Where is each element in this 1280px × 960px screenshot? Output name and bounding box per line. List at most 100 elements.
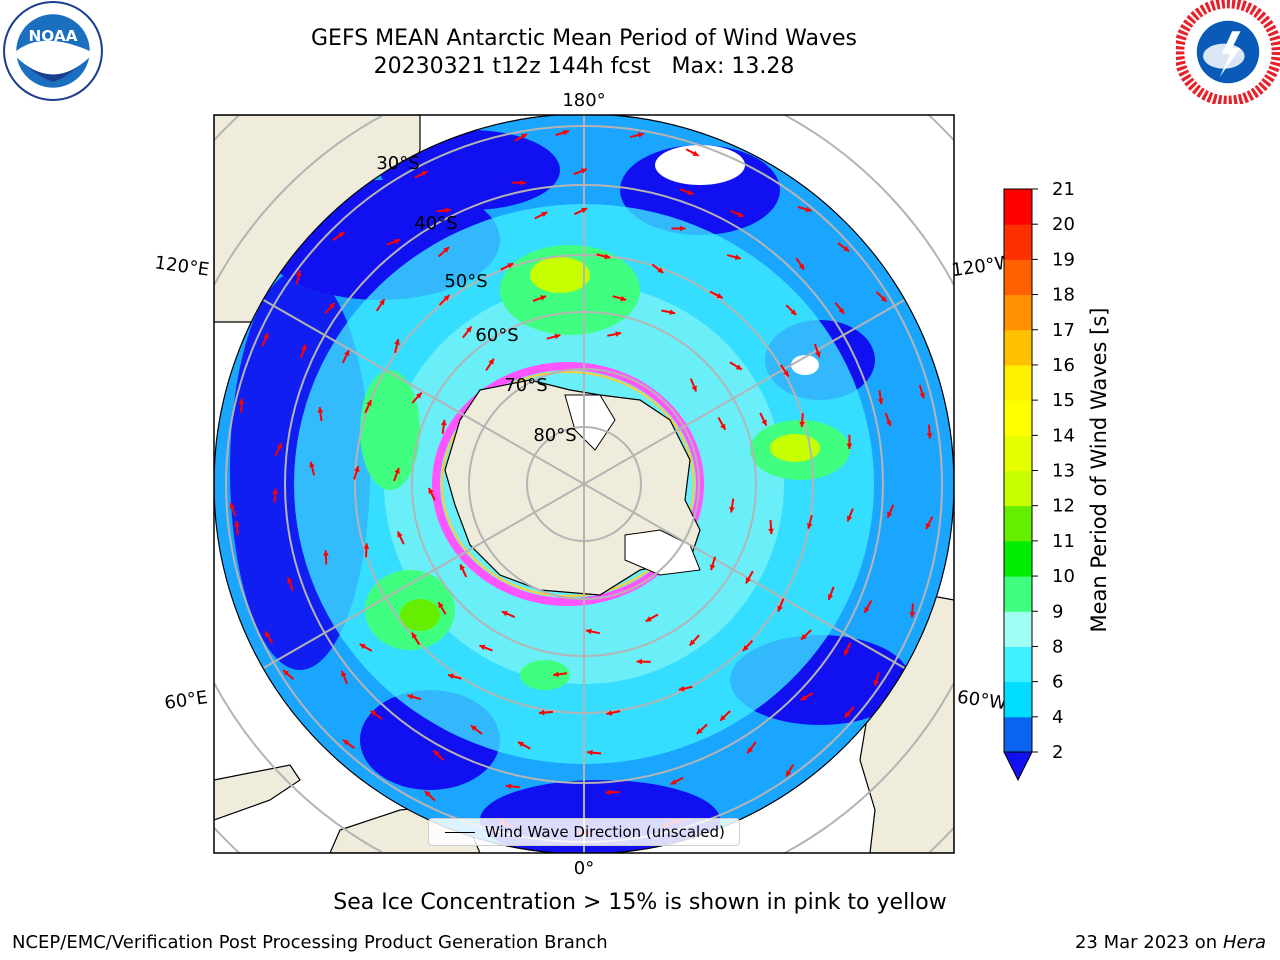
lat-label-70s: 70°S xyxy=(504,375,547,396)
wind-wave-arrow-head xyxy=(424,790,431,797)
wind-wave-arrow-head xyxy=(777,605,783,612)
wind-wave-arrow-head xyxy=(265,631,271,638)
wind-wave-arrow-head xyxy=(353,466,360,472)
wind-wave-arrow-head xyxy=(323,550,329,556)
wind-wave-arrow-head xyxy=(562,129,569,136)
wind-wave-arrow-head xyxy=(696,728,703,734)
wind-wave-arrow-head xyxy=(447,673,454,680)
colorbar-tick-label: 20 xyxy=(1052,214,1075,235)
wind-wave-arrow-head xyxy=(877,398,884,405)
wind-wave-arrow-head xyxy=(443,247,450,253)
wind-wave-arrow-head xyxy=(466,326,472,333)
wind-wave-arrow-head xyxy=(580,168,587,174)
wind-wave-arrow-head xyxy=(645,616,652,622)
wind-wave-arrow-head xyxy=(287,577,293,584)
colorbar-segment xyxy=(1004,189,1032,225)
wind-wave-arrow-head xyxy=(520,134,527,140)
svg-text:NOAA: NOAA xyxy=(28,27,77,45)
wind-wave-arrow-head xyxy=(709,564,716,571)
wind-wave-arrow-head xyxy=(366,400,372,407)
lon-label-0: 0° xyxy=(574,858,594,879)
wind-wave-arrow-head xyxy=(615,331,622,337)
wind-wave-arrow-head xyxy=(272,488,279,495)
wind-wave-arrow-head xyxy=(238,398,245,404)
wind-wave-arrow-head xyxy=(581,207,588,214)
wind-wave-arrow-head xyxy=(317,407,324,413)
legend-label: Wind Wave Direction (unscaled) xyxy=(485,823,725,841)
credit-right: 23 Mar 2023 on Hera xyxy=(1075,932,1266,953)
colorbar-segment xyxy=(1004,576,1032,612)
wind-wave-arrow-head xyxy=(678,685,685,692)
wind-wave-arrow-head xyxy=(805,206,812,213)
wind-wave-arrow-head xyxy=(729,506,735,513)
noaa-logo: NOAA xyxy=(3,1,103,101)
wind-wave-arrow-head xyxy=(720,714,726,721)
colorbar-segment xyxy=(1004,259,1032,296)
lat-label-60s: 60°S xyxy=(475,325,518,346)
wind-wave-arrow-head xyxy=(669,309,676,316)
wind-wave-arrow-head xyxy=(657,267,664,274)
credit-machine: Hera xyxy=(1222,932,1266,953)
colorbar-segment xyxy=(1004,611,1032,647)
colorbar-tick-label: 19 xyxy=(1052,249,1075,270)
wind-wave-arrow-head xyxy=(737,211,744,218)
wind-wave-arrow-head xyxy=(263,333,269,340)
wind-wave-arrow-head xyxy=(344,350,350,357)
lon-label-120e: 120°E xyxy=(153,252,210,280)
colorbar-tick-label: 6 xyxy=(1052,672,1063,693)
wind-wave-arrow-head xyxy=(295,270,302,277)
wind-wave-arrow-head xyxy=(379,299,385,306)
colorbar-tick-label: 14 xyxy=(1052,425,1075,446)
colorbar-tick-label: 17 xyxy=(1052,320,1075,341)
colorbar: 2 4 6 8 9 10 11 12 13 14 15 16 17 18 19 20 21 xyxy=(1003,179,1075,782)
wind-wave-arrow-head xyxy=(747,747,753,754)
lat-label-80s: 80°S xyxy=(533,425,576,446)
wind-wave-arrow-head xyxy=(309,461,315,468)
wind-wave-arrow-head xyxy=(234,521,240,527)
wind-wave-arrow-head xyxy=(798,263,805,270)
colorbar-segment xyxy=(1004,400,1032,436)
wind-wave-arrow-head xyxy=(887,511,893,518)
wind-wave-arrow-head xyxy=(363,543,370,549)
wind-wave-direction-arrows xyxy=(229,129,934,836)
wind-wave-arrow-head xyxy=(742,645,749,651)
wind-wave-arrow-head xyxy=(815,351,821,358)
wind-wave-arrow-head xyxy=(538,709,545,716)
wind-wave-arrow-head xyxy=(843,245,850,252)
wind-wave-arrow-head xyxy=(470,725,477,731)
wind-wave-arrow-head xyxy=(440,419,447,426)
wind-wave-arrow-head xyxy=(864,606,870,613)
wind-wave-arrow-head xyxy=(716,293,723,299)
wind-wave-arrow-head xyxy=(838,307,845,314)
colorbar-segment xyxy=(1004,470,1032,507)
wind-wave-arrow-head xyxy=(359,643,366,650)
wind-wave-arrow-head xyxy=(229,502,236,509)
colorbar-segment xyxy=(1004,364,1032,401)
wind-wave-arrow-head xyxy=(880,295,887,302)
lon-label-60e: 60°E xyxy=(163,687,209,714)
wind-wave-arrow-head xyxy=(689,639,696,646)
wind-wave-arrow-head xyxy=(844,649,850,656)
colorbar-segment xyxy=(1004,224,1032,260)
colorbar-tick-label: 13 xyxy=(1052,461,1075,482)
chart-subtitle: 20230321 t12z 144h fcst Max: 13.28 xyxy=(373,54,795,79)
wind-wave-arrow-head xyxy=(799,421,806,428)
colorbar-tick-label: 11 xyxy=(1052,531,1075,552)
wind-wave-arrow-head xyxy=(734,254,741,260)
wind-wave-arrow-head xyxy=(328,303,335,309)
wind-wave-arrow-head xyxy=(428,487,434,494)
colorbar-segment xyxy=(1004,540,1032,577)
colorbar-segment xyxy=(1004,435,1032,471)
wind-wave-arrow-head xyxy=(415,392,422,399)
wind-wave-arrow-head xyxy=(507,263,514,269)
wind-wave-arrow-head xyxy=(790,309,797,315)
colorbar-tick-label: 2 xyxy=(1052,742,1063,763)
wind-wave-arrow-head xyxy=(501,610,508,617)
wind-wave-arrow-head xyxy=(806,522,813,529)
wind-wave-arrow-head xyxy=(397,531,403,538)
colorbar-segment xyxy=(1004,294,1032,331)
colorbar-label: Mean Period of Wind Waves [s] xyxy=(1087,308,1111,633)
colorbar-segment xyxy=(1004,329,1032,366)
wind-wave-arrow-head xyxy=(586,628,592,635)
wind-wave-arrow-head xyxy=(761,419,767,426)
